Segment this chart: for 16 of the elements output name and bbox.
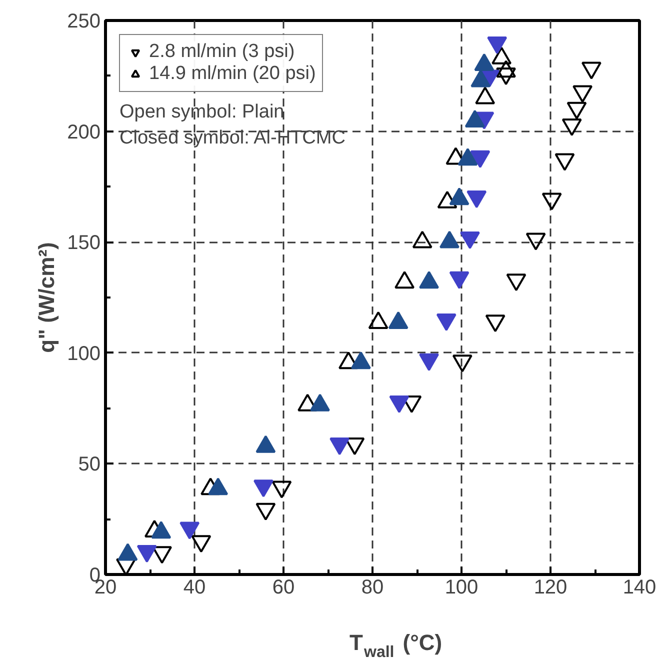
annotation: Closed symbol: Al-HTCMC	[120, 128, 346, 148]
x-tick-label: 60	[272, 576, 295, 598]
y-tick-label: 50	[78, 454, 101, 476]
legend-label: 2.8 ml/min (3 psi)	[149, 41, 295, 63]
x-tick-label: 140	[622, 576, 656, 598]
y-tick-label: 150	[67, 232, 101, 254]
legend-label: 14.9 ml/min (20 psi)	[149, 63, 316, 85]
y-tick-label: 250	[67, 10, 101, 32]
y-tick-label: 100	[67, 342, 101, 365]
x-tick-label: 120	[534, 576, 568, 598]
annotation: Open symbol: Plain	[120, 102, 284, 122]
x-tick-label: 80	[361, 576, 384, 598]
x-tick-label: 100	[444, 576, 478, 598]
y-tick-label: 200	[67, 121, 101, 144]
x-tick-label: 40	[183, 576, 206, 598]
y-axis-title: q" (W/cm²)	[34, 242, 60, 353]
